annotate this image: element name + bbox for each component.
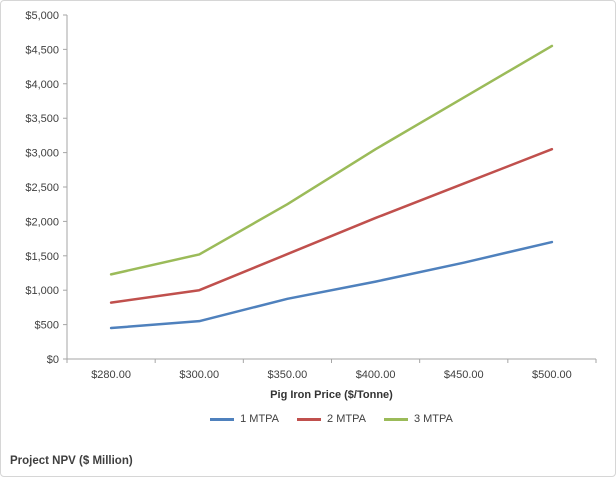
chart-caption: Project NPV ($ Million): [10, 455, 133, 467]
series-line-2-mtpa: [109, 147, 554, 304]
y-tick-label: $5,000: [25, 10, 59, 22]
x-tick-label: $350.00: [268, 369, 308, 381]
y-tick-label: $500: [35, 320, 59, 332]
legend-item-3mtpa: 3 MTPA: [383, 413, 453, 425]
legend-line-swatch-3mtpa: [383, 417, 408, 421]
series-line-3-mtpa: [109, 44, 554, 276]
legend-line-swatch-1mtpa: [210, 417, 235, 421]
legend-item-1mtpa: 1 MTPA: [210, 413, 279, 425]
legend-line-swatch-2mtpa: [297, 417, 322, 421]
legend-item-2mtpa: 2 MTPA: [297, 413, 366, 425]
x-axis-title: Pig Iron Price ($/Tonne): [270, 389, 393, 401]
chart-legend: 1 MTPA 2 MTPA 3 MTPA: [67, 413, 596, 425]
y-tick-label: $2,500: [25, 182, 59, 194]
y-tick-label: $1,500: [25, 251, 59, 263]
y-tick-label: $3,000: [25, 148, 59, 160]
y-tick-label: $0: [47, 354, 59, 366]
x-tick-label: $300.00: [179, 369, 219, 381]
legend-label-3mtpa: 3 MTPA: [413, 413, 453, 425]
y-tick-label: $3,500: [25, 113, 59, 125]
x-tick-label: $450.00: [444, 369, 484, 381]
legend-label-1mtpa: 1 MTPA: [240, 413, 280, 425]
npv-line-chart: $0 $500 $1,000 $1,500 $2,000 $2,500 $3,000 $3,5…: [25, 10, 597, 381]
y-tick-label: $4,000: [25, 79, 59, 91]
y-tick-label: $2,000: [25, 216, 59, 228]
series-line-1-mtpa: [109, 240, 554, 330]
y-tick-label: $1,000: [25, 285, 59, 297]
y-tick-label: $4,500: [25, 44, 59, 56]
legend-label-2mtpa: 2 MTPA: [327, 413, 366, 425]
x-tick-label: $280.00: [91, 369, 131, 381]
x-tick-label: $400.00: [356, 369, 396, 381]
x-tick-label: $500.00: [532, 369, 572, 381]
